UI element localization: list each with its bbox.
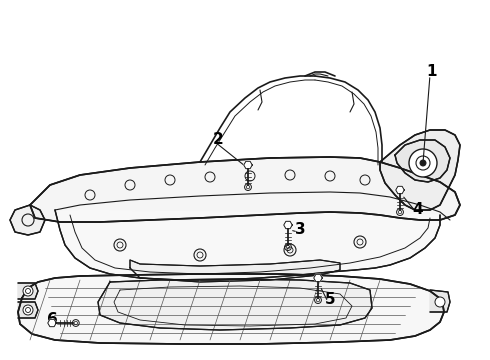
Text: 2: 2	[213, 132, 223, 148]
Polygon shape	[48, 319, 56, 327]
Polygon shape	[130, 260, 340, 282]
Text: 3: 3	[294, 222, 305, 238]
Polygon shape	[18, 283, 38, 299]
Text: 5: 5	[325, 292, 335, 307]
Polygon shape	[30, 157, 460, 222]
Circle shape	[23, 286, 33, 296]
Circle shape	[435, 297, 445, 307]
Polygon shape	[244, 161, 252, 169]
Text: 4: 4	[413, 202, 423, 217]
Polygon shape	[395, 140, 450, 182]
Polygon shape	[380, 130, 460, 210]
Text: 6: 6	[47, 312, 57, 328]
Polygon shape	[284, 221, 292, 229]
Circle shape	[420, 160, 426, 166]
Circle shape	[409, 149, 437, 177]
Polygon shape	[18, 302, 38, 318]
Polygon shape	[396, 186, 404, 194]
Polygon shape	[18, 274, 444, 344]
Polygon shape	[55, 210, 440, 280]
Text: 1: 1	[427, 64, 437, 80]
Circle shape	[23, 305, 33, 315]
Polygon shape	[314, 274, 322, 282]
Polygon shape	[98, 279, 372, 330]
Polygon shape	[10, 205, 45, 235]
Polygon shape	[430, 290, 450, 312]
